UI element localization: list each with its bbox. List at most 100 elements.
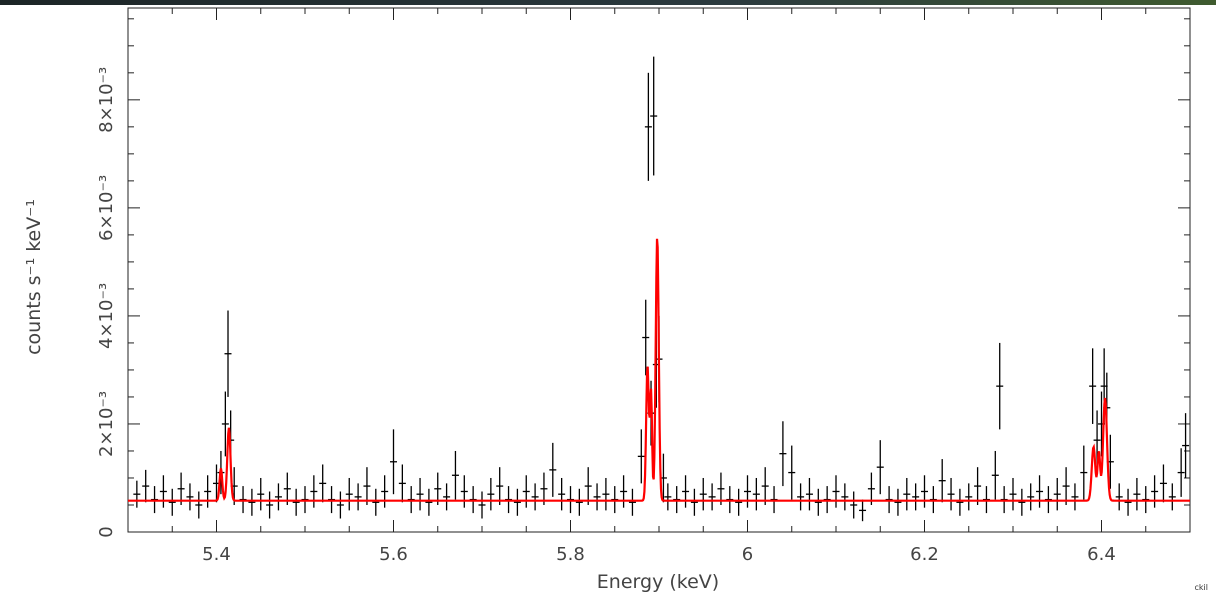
data-point [996,343,1003,429]
data-point [956,489,963,516]
credit-label: ckil [1195,583,1208,592]
y-tick-label: 6×10⁻³ [96,175,117,241]
data-point [1054,478,1061,510]
x-tick-label: 6.4 [1087,544,1116,565]
data-point [225,311,232,397]
y-tick-label: 0 [96,526,117,537]
data-point [629,489,636,516]
data-point [576,489,583,516]
y-tick-label: 2×10⁻³ [96,391,117,457]
data-point [638,429,645,483]
data-point [642,300,649,376]
y-tick-label: 8×10⁻³ [96,67,117,133]
data-point [452,451,459,500]
data-point [620,475,627,507]
data-point [735,489,742,516]
x-axis-label: Energy (keV) [597,571,719,593]
data-point [425,489,432,516]
data-point [815,489,822,516]
data-point [257,478,264,510]
data-point [841,483,848,510]
data-point [514,489,521,516]
data-point [594,483,601,510]
data-point [372,489,379,516]
data-point [965,483,972,510]
data-point [1010,478,1017,510]
data-point [275,483,282,510]
model-curve [128,239,1190,501]
data-point [417,478,424,510]
data-point [1178,448,1185,497]
data-point [523,475,530,507]
x-tick-label: 6 [742,544,753,565]
data-point [762,467,769,505]
data-point [1169,483,1176,510]
data-point [788,446,795,500]
data-point [645,73,652,181]
data-point [585,467,592,505]
data-point [664,483,671,510]
data-point [355,483,362,510]
x-tick-label: 5.8 [556,544,585,565]
data-point [903,478,910,510]
data-point [894,489,901,516]
data-points [133,57,1189,522]
data-point [682,475,689,507]
data-point [992,451,999,500]
data-point [186,483,193,510]
data-point [532,483,539,510]
data-point [248,489,255,516]
data-point [753,478,760,510]
data-point [381,475,388,507]
data-point [709,483,716,510]
data-point [558,478,565,510]
data-point [1116,483,1123,510]
data-point [496,467,503,505]
data-point [921,475,928,507]
data-point [549,443,556,497]
data-point [479,491,486,518]
data-point [160,475,167,507]
data-point [1182,413,1189,478]
data-point [650,57,657,176]
data-point [877,440,884,494]
data-point [142,470,149,502]
x-tick-label: 5.4 [202,544,231,565]
data-point [266,491,273,518]
data-point [1089,348,1096,424]
data-point [319,464,326,502]
data-point [1133,478,1140,510]
data-point [461,475,468,507]
data-point [948,478,955,510]
data-point [1036,475,1043,507]
data-point [1160,464,1167,502]
data-point [443,483,450,510]
data-point [399,464,406,502]
data-point [169,489,176,516]
data-point [346,478,353,510]
data-point [939,459,946,502]
data-point [779,421,786,486]
data-point [691,489,698,516]
data-point [974,467,981,505]
data-point [337,491,344,518]
data-point [487,478,494,510]
y-axis-label: counts s⁻¹ keV⁻¹ [23,199,45,355]
data-point [204,475,211,507]
data-point [1063,467,1070,505]
data-point [1125,489,1132,516]
data-point [700,478,707,510]
y-axis-ticks: 0 2×10⁻³ 4×10⁻³ 6×10⁻³ 8×10⁻³ [96,19,1190,538]
data-point [293,489,300,516]
data-point [912,483,919,510]
x-tick-label: 6.2 [910,544,939,565]
data-point [1018,489,1025,516]
data-point [806,478,813,510]
data-point [833,475,840,507]
data-point [1071,483,1078,510]
data-point [390,429,397,494]
data-point [310,475,317,507]
data-point [195,491,202,518]
data-point [850,491,857,518]
